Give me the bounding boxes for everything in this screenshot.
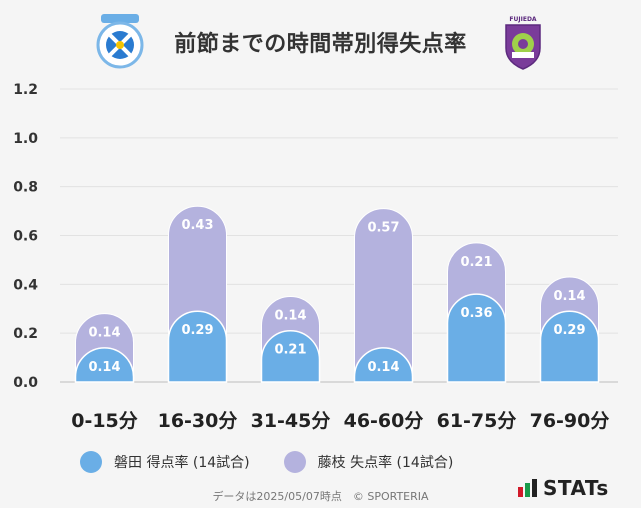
bar-home-4 [446, 293, 507, 383]
time-period-bar-chart: 0.0 0.2 0.4 0.6 0.8 1.0 1.2 0.14 0.14 0.43 0.29 0.… [13, 82, 618, 432]
legend-label-home: 磐田 得点率 (14試合) [114, 455, 250, 471]
legend-swatch-home [80, 451, 102, 473]
data-label-away: 0.14 [553, 289, 585, 304]
legend-swatch-away [283, 451, 306, 473]
legend-label-away: 藤枝 失点率 (14試合) [317, 455, 454, 471]
bar-away-3 [354, 208, 413, 383]
data-label-home: 0.29 [181, 323, 213, 338]
data-label-away: 0.21 [460, 255, 492, 270]
chart-legend: 磐田 得点率 (14試合) 藤枝 失点率 (14試合) [80, 450, 487, 474]
stats-brand: STATs [518, 476, 609, 500]
data-label-home: 0.14 [88, 360, 120, 375]
crest-wordmark: FUJIEDA [509, 16, 537, 23]
y-tick-label: 0.8 [13, 180, 38, 196]
x-tick-label: 46-60分 [344, 410, 424, 432]
data-label-away: 0.57 [367, 221, 399, 236]
x-tick-label: 16-30分 [158, 410, 238, 432]
y-tick-label: 0.0 [13, 375, 38, 391]
y-tick-label: 0.2 [13, 326, 38, 342]
page-title: 前節までの時間帯別得失点率 [174, 32, 467, 57]
y-tick-label: 0.6 [13, 229, 38, 245]
fujieda-myfc-crest-icon: FUJIEDA [498, 14, 548, 70]
y-tick-label: 1.2 [13, 82, 38, 98]
jubilo-iwata-crest-icon [95, 14, 145, 70]
data-label-away: 0.14 [88, 326, 120, 341]
y-tick-label: 1.0 [13, 131, 38, 147]
stats-logo-icon [518, 479, 537, 497]
x-tick-label: 61-75分 [437, 410, 517, 432]
bar-home-5 [539, 310, 600, 383]
x-tick-label: 0-15分 [71, 410, 138, 432]
chart-header: 前節までの時間帯別得失点率 FUJIEDA [0, 0, 641, 80]
data-label-home: 0.21 [274, 343, 306, 358]
x-tick-label: 31-45分 [251, 410, 331, 432]
legend-item-home: 磐田 得点率 (14試合) [80, 451, 250, 473]
bar-home-1 [167, 310, 228, 383]
data-label-away: 0.43 [181, 218, 213, 233]
y-tick-label: 0.4 [13, 277, 38, 293]
bar-home-3 [353, 347, 414, 383]
data-label-home: 0.29 [553, 323, 585, 338]
data-label-away: 0.14 [274, 309, 306, 324]
data-label-home: 0.36 [460, 306, 492, 321]
x-tick-label: 76-90分 [530, 410, 610, 432]
data-label-home: 0.14 [367, 360, 399, 375]
brand-name: STATs [543, 476, 609, 500]
bar-home-0 [74, 347, 135, 383]
bar-home-2 [260, 330, 321, 383]
data-source-footer: データは2025/05/07時点 © SPORTERIA [212, 490, 429, 503]
legend-item-away: 藤枝 失点率 (14試合) [283, 451, 454, 473]
